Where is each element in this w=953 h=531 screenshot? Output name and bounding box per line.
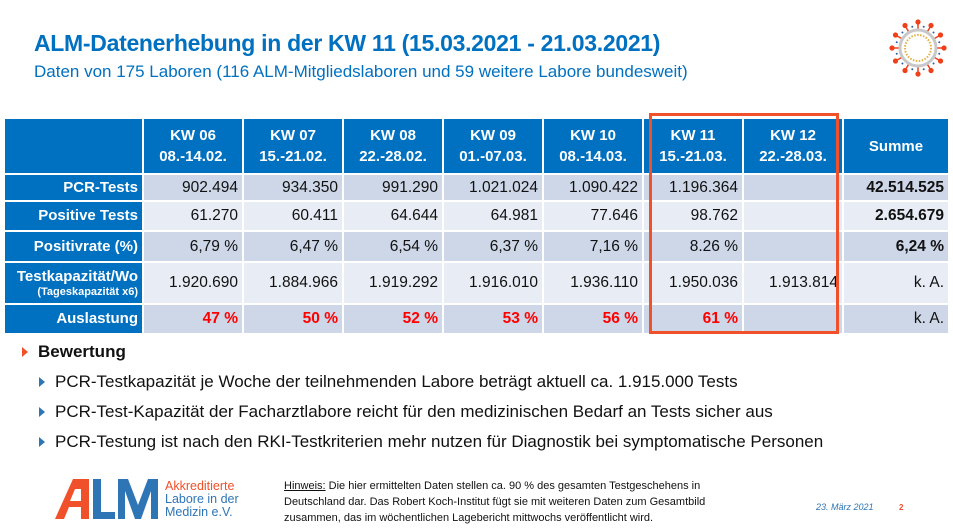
table-cell: 98.762 [644,202,742,230]
alm-logo: Akkreditierte Labore in der Medizin e.V. [55,479,239,519]
table-cell: 64.981 [444,202,542,230]
footnote: Hinweis: Die hier ermittelten Daten stel… [284,480,706,524]
page-title: ALM-Datenerhebung in der KW 11 (15.03.20… [34,30,661,56]
bullet-arrow-icon [39,437,45,447]
table-cell: 64.644 [344,202,442,230]
table-cell [744,232,842,261]
table-cell: 53 % [444,305,542,333]
sum-cell: 2.654.679 [844,202,948,230]
table-cell: 47 % [144,305,242,333]
sum-cell: k. A. [844,305,948,333]
table-cell: 50 % [244,305,342,333]
table-cell: 1.021.024 [444,175,542,200]
table-cell: 1.884.966 [244,263,342,303]
table-cell [744,305,842,333]
row-label: Positive Tests [5,202,142,230]
table-cell: 1.916.010 [444,263,542,303]
table-cell: 934.350 [244,175,342,200]
table-cell: 61.270 [144,202,242,230]
sum-cell: k. A. [844,263,948,303]
data-table: KW 06 08.-14.02. KW 07 15.-21.02. KW 08 22.… [3,117,950,335]
table-header-row: KW 06 08.-14.02. KW 07 15.-21.02. KW 08 22.… [5,119,948,173]
bullet-arrow-icon [39,377,45,387]
table-cell: 77.646 [544,202,642,230]
bullet-arrow-icon [39,407,45,417]
column-header: KW 09 01.-07.03. [444,119,542,173]
list-item: PCR-Test-Kapazität der Facharztlabore re… [39,402,823,422]
page-number: 2 [899,503,904,512]
column-header: KW 11 15.-21.03. [644,119,742,173]
table-cell: 1.919.292 [344,263,442,303]
table-cell: 6,54 % [344,232,442,261]
column-header: KW 10 08.-14.03. [544,119,642,173]
table-cell: 6,37 % [444,232,542,261]
table-cell: 6,47 % [244,232,342,261]
row-label: Testkapazität/Wo (Tageskapazität x6) [5,263,142,303]
sum-header: Summe [844,119,948,173]
page-subtitle: Daten von 175 Laboren (116 ALM-Mitglieds… [34,62,688,81]
table-cell: 6,79 % [144,232,242,261]
table-cell: 1.936.110 [544,263,642,303]
table-cell: 1.950.036 [644,263,742,303]
column-header: KW 07 15.-21.02. [244,119,342,173]
table-cell: 991.290 [344,175,442,200]
alm-logo-mark [55,479,158,519]
table-cell [744,175,842,200]
column-header: KW 06 08.-14.02. [144,119,242,173]
table-cell: 52 % [344,305,442,333]
sum-cell: 42.514.525 [844,175,948,200]
table-row: Positive Tests 61.270 60.411 64.644 64.981 77… [5,202,948,230]
table-row: Auslastung 47 % 50 % 52 % 53 % 56 % 61 % k. A. [5,305,948,333]
table-cell: 1.920.690 [144,263,242,303]
bullet-heading: Bewertung [22,342,823,362]
table-row: Positivrate (%) 6,79 % 6,47 % 6,54 % 6,37 % 7… [5,232,948,261]
list-item: PCR-Testung ist nach den RKI-Testkriteri… [39,432,823,452]
virus-icon [889,19,947,77]
table-cell: 60.411 [244,202,342,230]
table-cell: 56 % [544,305,642,333]
list-item: PCR-Testkapazität je Woche der teilnehme… [39,372,823,392]
slide-date: 23. März 2021 [816,502,874,512]
bullet-arrow-icon [22,347,28,357]
table-cell: 61 % [644,305,742,333]
table-cell: 1.913.814 [744,263,842,303]
table-cell: 7,16 % [544,232,642,261]
sum-cell: 6,24 % [844,232,948,261]
table-cell: 1.090.422 [544,175,642,200]
row-label: Positivrate (%) [5,232,142,261]
column-header: KW 12 22.-28.03. [744,119,842,173]
corner-cell [5,119,142,173]
bullet-list: Bewertung PCR-Testkapazität je Woche der… [22,342,823,452]
table-cell: 8.26 % [644,232,742,261]
table-row: Testkapazität/Wo (Tageskapazität x6) 1.920… [5,263,948,303]
table-cell: 1.196.364 [644,175,742,200]
table-cell: 902.494 [144,175,242,200]
row-label: Auslastung [5,305,142,333]
column-header: KW 08 22.-28.02. [344,119,442,173]
logo-text: Akkreditierte Labore in der Medizin e.V. [165,478,239,519]
row-label: PCR-Tests [5,175,142,200]
table-cell [744,202,842,230]
table-row: PCR-Tests 902.494 934.350 991.290 1.021.024 1… [5,175,948,200]
